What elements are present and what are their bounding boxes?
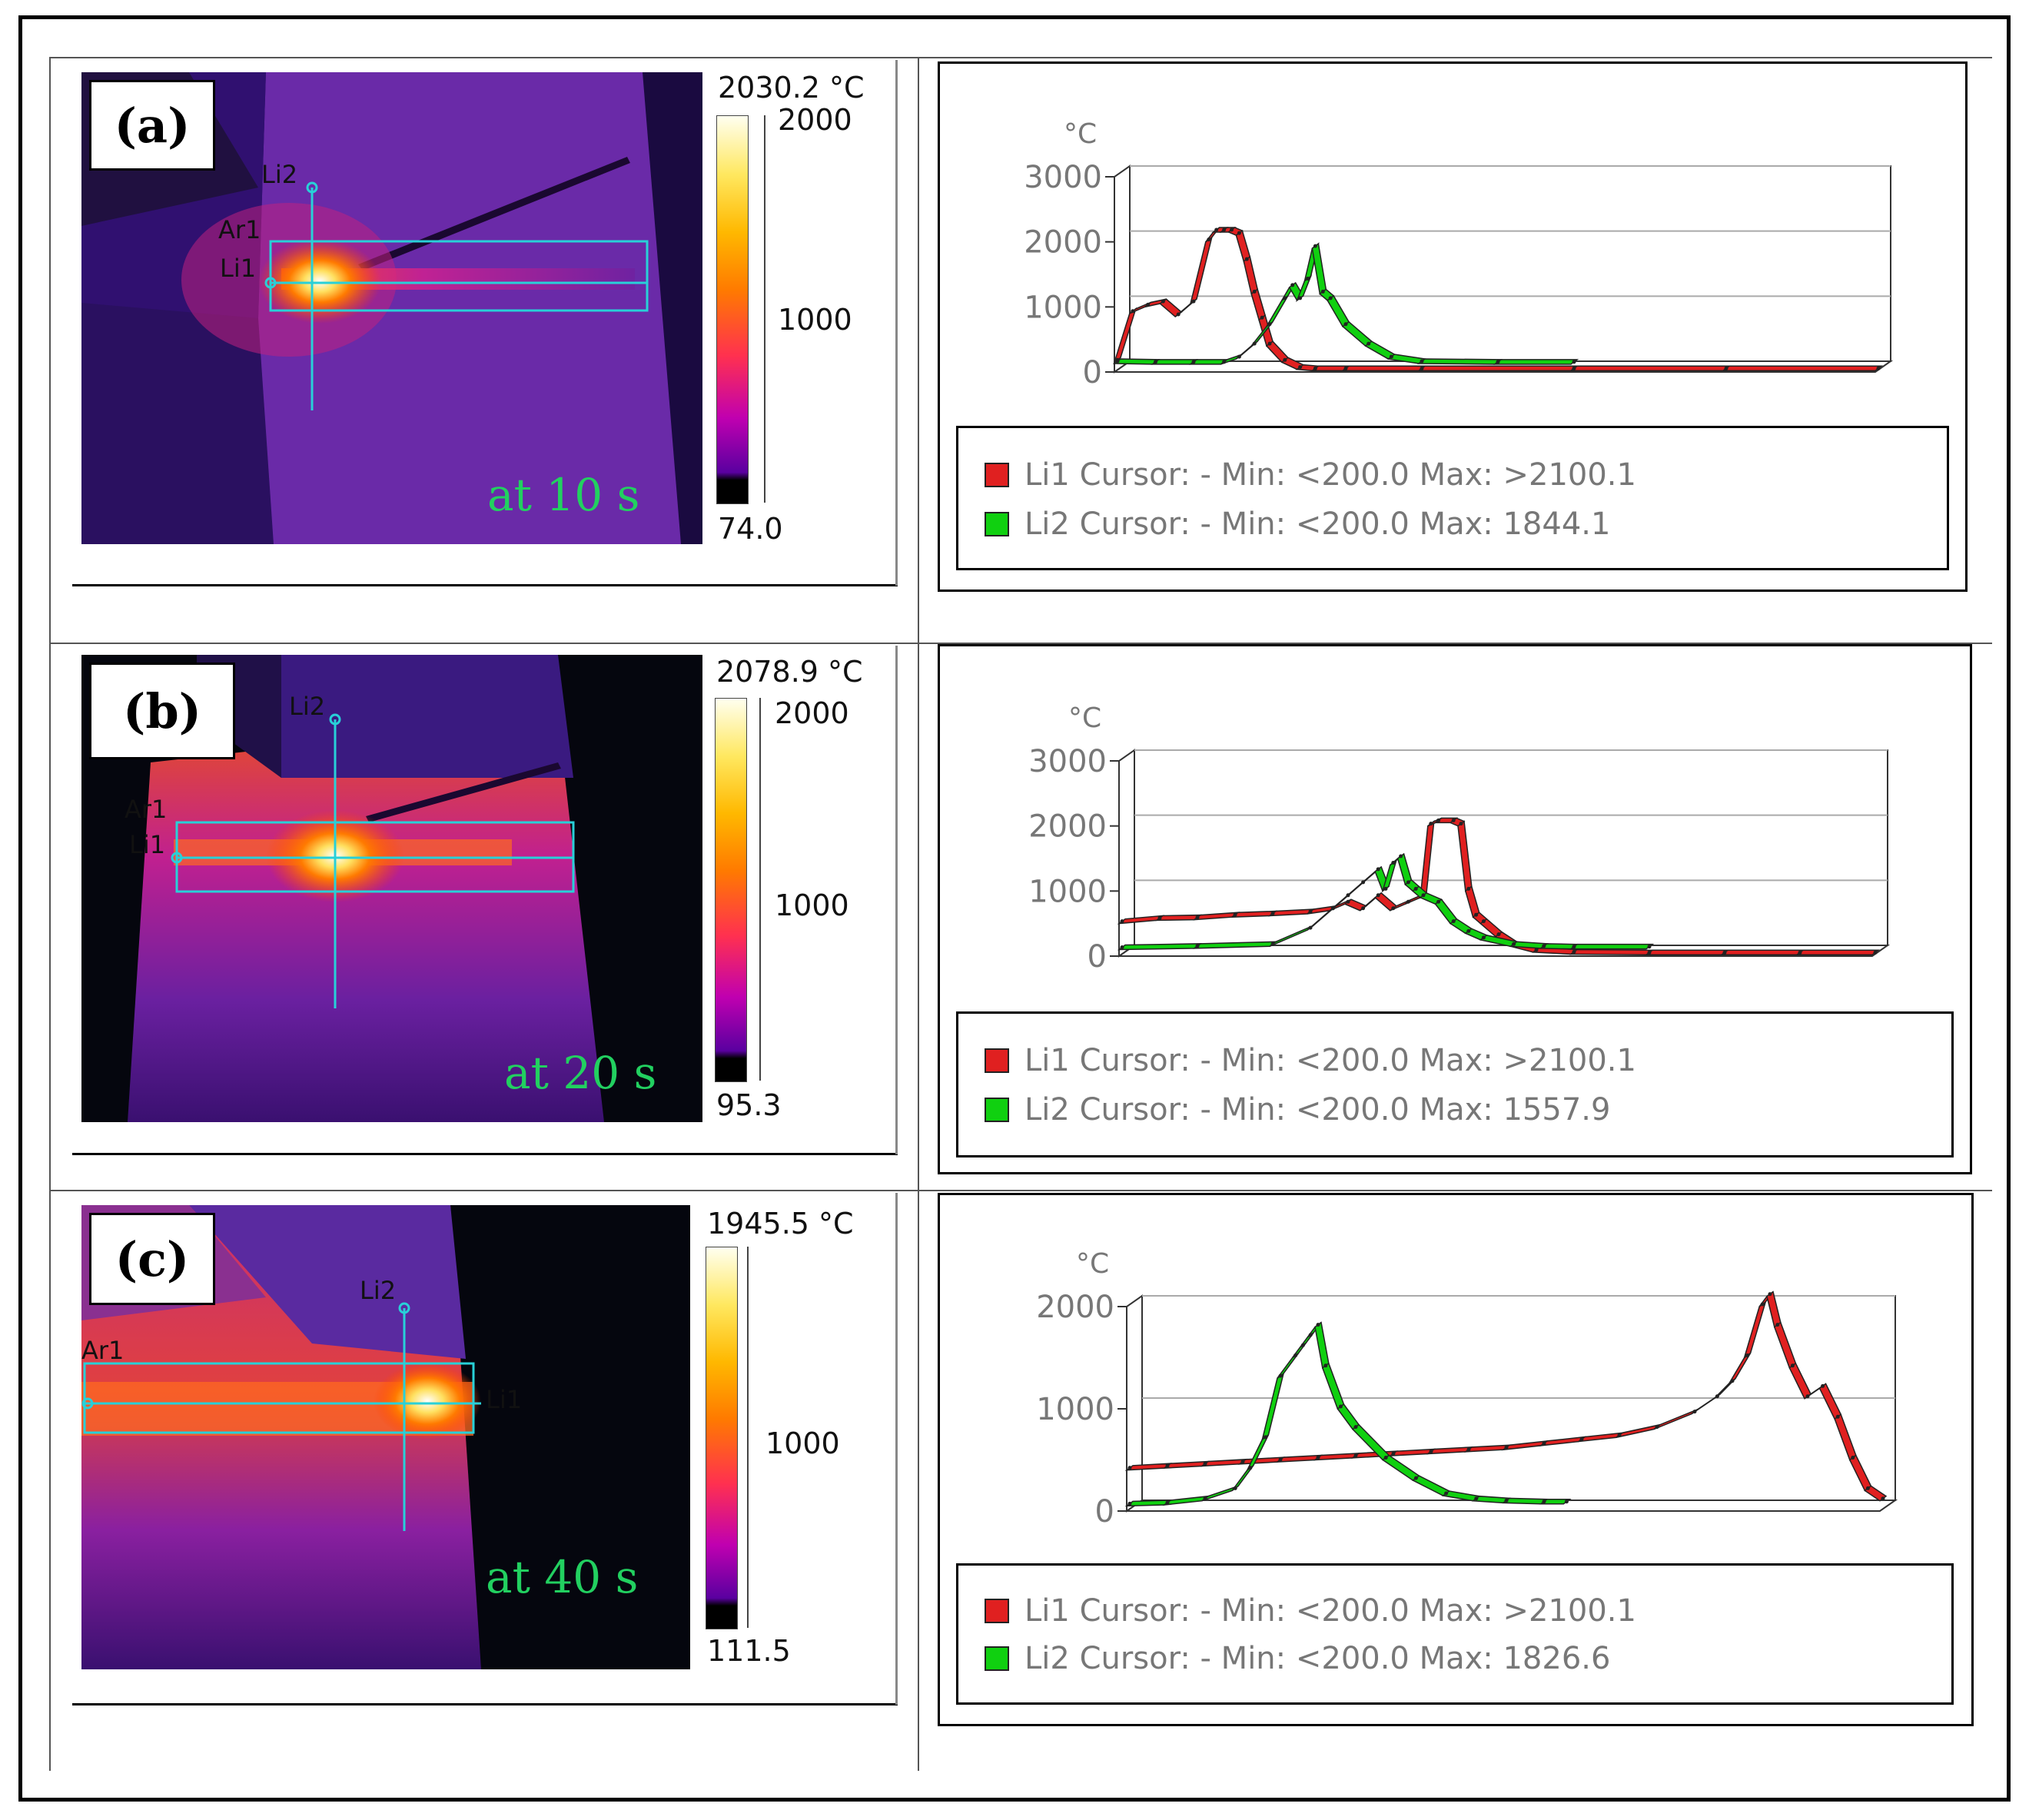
thermo-frame-b-right	[895, 646, 898, 1154]
legend-item-li2-c: Li2 Cursor: - Min: <200.0 Max: 1826.6	[985, 1641, 1610, 1676]
legend-swatch-li1-c	[985, 1599, 1009, 1623]
cursor-label-li1-a: Li1	[220, 254, 257, 283]
scale-tick-2000-a: 2000	[778, 103, 852, 137]
color-scale-c	[706, 1247, 738, 1629]
panel-label-a: (a)	[89, 80, 215, 171]
legend-box-b: Li1 Cursor: - Min: <200.0 Max: >2100.1 L…	[956, 1011, 1954, 1157]
scale-tick-1000-a: 1000	[778, 303, 852, 337]
legend-swatch-li2-b	[985, 1098, 1009, 1122]
cursor-label-ar1-a: Ar1	[218, 215, 261, 244]
cursor-label-li2-c: Li2	[360, 1276, 397, 1305]
scale-min-a: 74.0	[718, 512, 783, 546]
grid-line-row2	[49, 1190, 1992, 1191]
legend-text-li1-b: Li1 Cursor: - Min: <200.0 Max: >2100.1	[1024, 1043, 1636, 1078]
legend-text-li2-a: Li2 Cursor: - Min: <200.0 Max: 1844.1	[1024, 506, 1611, 542]
cursor-label-li1-b: Li1	[129, 830, 166, 859]
legend-item-li2-a: Li2 Cursor: - Min: <200.0 Max: 1844.1	[985, 506, 1610, 542]
time-label-c: at 40 s	[486, 1551, 639, 1603]
thermo-frame-c	[72, 1703, 898, 1705]
scale-min-b: 95.3	[716, 1088, 782, 1122]
color-scale-b	[715, 698, 747, 1082]
legend-swatch-li1-a	[985, 463, 1009, 487]
scale-tick-2000-b: 2000	[775, 696, 849, 730]
legend-text-li2-b: Li2 Cursor: - Min: <200.0 Max: 1557.9	[1024, 1092, 1611, 1128]
legend-text-li1-c: Li1 Cursor: - Min: <200.0 Max: >2100.1	[1024, 1593, 1636, 1629]
legend-text-li1-a: Li1 Cursor: - Min: <200.0 Max: >2100.1	[1024, 457, 1636, 493]
legend-box-c: Li1 Cursor: - Min: <200.0 Max: >2100.1 L…	[956, 1563, 1954, 1705]
scale-tick-1000-c: 1000	[765, 1426, 840, 1460]
legend-item-li1-c: Li1 Cursor: - Min: <200.0 Max: >2100.1	[985, 1593, 1636, 1629]
cursor-label-li2-b: Li2	[289, 692, 326, 721]
cursor-label-li2-a: Li2	[261, 160, 298, 189]
legend-item-li2-b: Li2 Cursor: - Min: <200.0 Max: 1557.9	[985, 1092, 1610, 1128]
time-label-a: at 10 s	[487, 469, 640, 521]
cursor-label-ar1-c: Ar1	[81, 1336, 125, 1365]
legend-swatch-li1-b	[985, 1048, 1009, 1073]
thermo-frame-a	[72, 584, 898, 586]
cursor-overlay-c	[81, 1302, 481, 1531]
legend-swatch-li2-a	[985, 512, 1009, 536]
grid-line-vertical-mid	[918, 57, 919, 1771]
thermo-frame-c-right	[895, 1193, 898, 1705]
color-scale-a	[716, 115, 749, 504]
scale-tick-1000-b: 1000	[775, 888, 849, 922]
legend-swatch-li2-c	[985, 1646, 1009, 1671]
panel-label-b: (b)	[89, 663, 235, 759]
cursor-overlay-a	[264, 181, 649, 410]
scale-max-c: 1945.5 °C	[707, 1207, 854, 1240]
cursor-label-li1-c: Li1	[486, 1385, 523, 1414]
grid-line-vertical-left	[49, 57, 51, 1771]
legend-item-li1-a: Li1 Cursor: - Min: <200.0 Max: >2100.1	[985, 457, 1636, 493]
scale-max-a: 2030.2 °C	[718, 71, 865, 105]
grid-line-top	[49, 57, 1992, 58]
scale-max-b: 2078.9 °C	[716, 655, 863, 689]
cursor-overlay-b	[171, 713, 575, 1008]
thermo-frame-a-right	[895, 60, 898, 586]
thermo-frame-b	[72, 1153, 898, 1155]
scale-axis-c	[747, 1247, 749, 1628]
grid-line-row1	[49, 643, 1992, 644]
legend-item-li1-b: Li1 Cursor: - Min: <200.0 Max: >2100.1	[985, 1043, 1636, 1078]
panel-label-c: (c)	[89, 1213, 215, 1305]
scale-axis-a	[764, 115, 765, 503]
legend-text-li2-c: Li2 Cursor: - Min: <200.0 Max: 1826.6	[1024, 1641, 1611, 1676]
scale-axis-b	[759, 698, 761, 1081]
legend-box-a: Li1 Cursor: - Min: <200.0 Max: >2100.1 L…	[956, 426, 1949, 570]
cursor-label-ar1-b: Ar1	[125, 795, 168, 824]
time-label-b: at 20 s	[504, 1047, 657, 1099]
scale-min-c: 111.5	[707, 1634, 791, 1668]
